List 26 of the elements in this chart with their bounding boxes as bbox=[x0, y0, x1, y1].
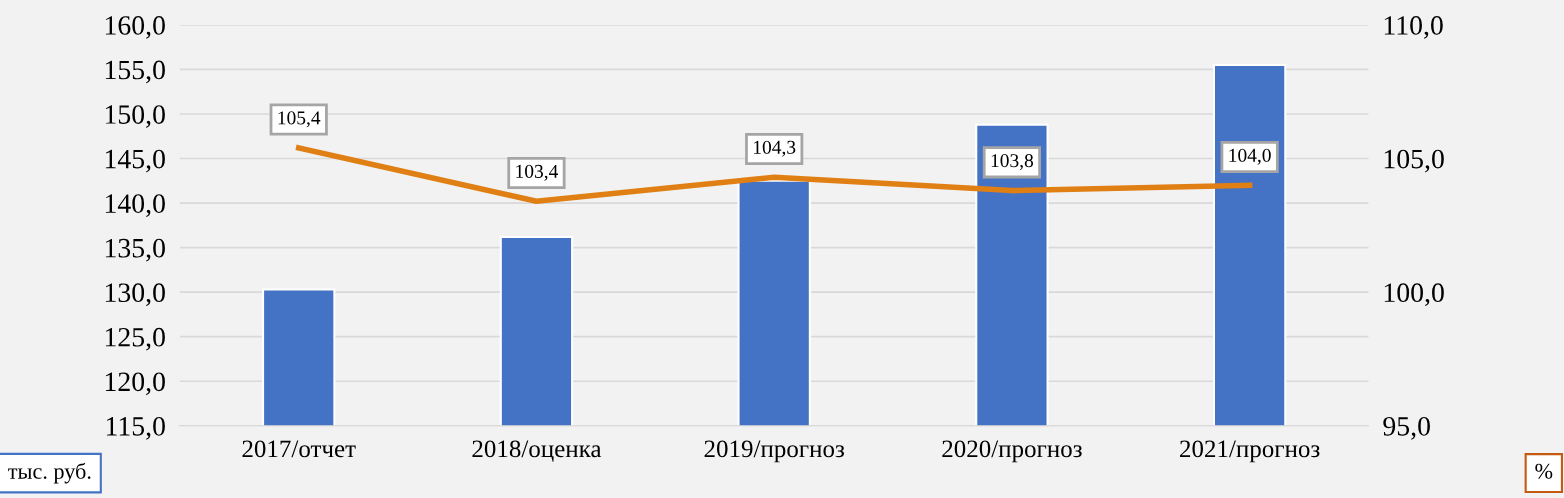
y-tick-label: 145,0 bbox=[105, 149, 165, 173]
y-axis-title: тыс. руб. bbox=[8, 462, 91, 484]
y-tick-label: 160,0 bbox=[105, 16, 165, 39]
y-tick-label: 150,0 bbox=[105, 105, 165, 128]
data-label: 104,0 bbox=[1229, 148, 1271, 165]
y2-tick-label: 105,0 bbox=[1384, 149, 1444, 173]
y2-tick-label: 100,0 bbox=[1384, 283, 1444, 307]
y-tick-label: 140,0 bbox=[105, 194, 165, 217]
data-label: 103,4 bbox=[516, 164, 559, 181]
y-tick-label: 155,0 bbox=[105, 60, 165, 84]
y2-tick-label: 110,0 bbox=[1384, 16, 1443, 39]
x-tick-label: 2020/прогноз bbox=[942, 440, 1082, 463]
y-tick-label: 120,0 bbox=[105, 372, 165, 396]
data-label: 104,3 bbox=[754, 140, 796, 157]
x-tick-label: 2018/оценка bbox=[472, 440, 602, 462]
y-tick-label: 115,0 bbox=[106, 416, 165, 440]
data-label: 105,4 bbox=[278, 111, 321, 128]
y-tick-label: 125,0 bbox=[105, 327, 165, 351]
data-label: 103,8 bbox=[991, 154, 1034, 171]
y2-tick-label: 95,0 bbox=[1383, 416, 1430, 440]
y-tick-label: 135,0 bbox=[105, 238, 165, 262]
y2-axis-title: % bbox=[1535, 463, 1553, 479]
x-tick-label: 2019/прогноз bbox=[704, 440, 845, 463]
x-tick-label: 2021/прогноз bbox=[1180, 440, 1320, 463]
x-tick-label: 2017/отчет bbox=[242, 440, 356, 458]
y-tick-label: 130,0 bbox=[105, 283, 165, 307]
